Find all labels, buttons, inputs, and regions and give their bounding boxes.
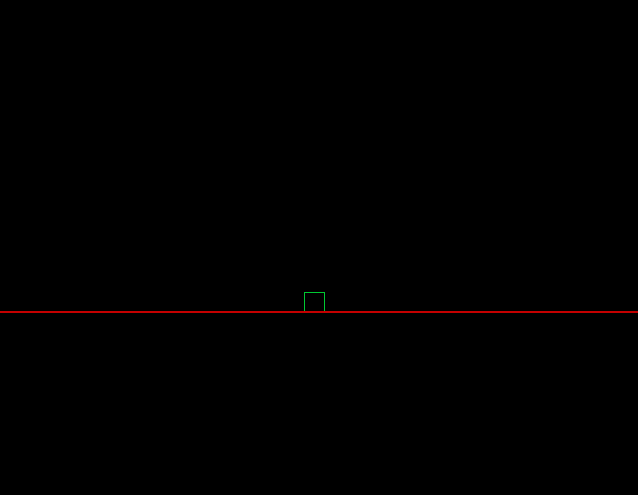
indicator-panel <box>0 348 638 495</box>
pane-separator <box>0 311 638 313</box>
candlestick-chart <box>0 0 638 311</box>
indicator-header <box>1 314 31 331</box>
fall-badge <box>304 292 325 312</box>
